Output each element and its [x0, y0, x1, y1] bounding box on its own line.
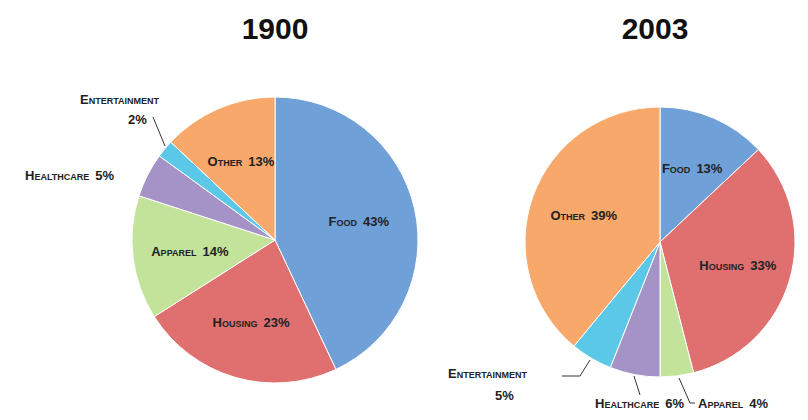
svg-text:Healthcare5%: Healthcare5% [25, 168, 114, 183]
svg-text:Housing23%: Housing23% [213, 315, 290, 330]
svg-text:Food13%: Food13% [662, 160, 723, 175]
svg-text:Food43%: Food43% [328, 214, 389, 229]
svg-text:2%: 2% [128, 112, 147, 127]
svg-text:Housing33%: Housing33% [699, 257, 776, 272]
svg-text:Healthcare6%: Healthcare6% [595, 396, 684, 411]
svg-text:Apparel14%: Apparel14% [151, 243, 229, 258]
html-text:1900: 1900 [241, 12, 309, 45]
svg-text:Apparel4%: Apparel4% [698, 396, 768, 411]
svg-text:Other39%: Other39% [550, 207, 617, 222]
svg-text:Entertainment: Entertainment [448, 366, 527, 381]
svg-text:Entertainment: Entertainment [80, 92, 159, 107]
svg-text:Other13%: Other13% [208, 154, 275, 169]
svg-text:5%: 5% [495, 388, 514, 403]
html-text:2003: 2003 [621, 12, 689, 45]
